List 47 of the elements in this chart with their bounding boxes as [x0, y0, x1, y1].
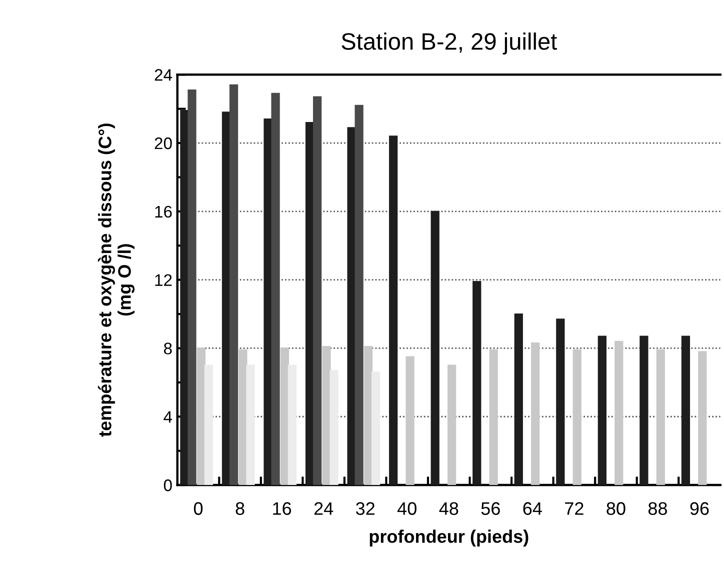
x-tick-label: 80 [606, 502, 626, 515]
bar [698, 351, 707, 486]
bar [598, 336, 606, 486]
chart-title: Station B-2, 29 juillet [342, 32, 557, 55]
bar [614, 340, 624, 486]
x-axis-title: profondeur (pieds) [370, 530, 528, 546]
bar [572, 349, 582, 486]
bar [371, 372, 380, 486]
x-tick-label: 16 [273, 502, 292, 515]
bar [330, 370, 338, 486]
bar [322, 346, 331, 486]
x-tick-label: 24 [314, 502, 334, 515]
bar [489, 349, 498, 486]
y-tick-label: 24 [154, 69, 172, 81]
y-tick-label: 12 [155, 274, 172, 286]
bar [430, 210, 440, 486]
bar [556, 318, 565, 486]
bar [406, 356, 414, 486]
y-tick-label: 20 [154, 137, 172, 150]
y-tick-label: 8 [164, 342, 172, 354]
bar [347, 127, 356, 486]
x-tick-label: 32 [356, 502, 374, 515]
bar [288, 364, 297, 486]
bar [656, 349, 665, 486]
x-tick-label: 0 [194, 502, 203, 515]
bar [389, 136, 398, 486]
x-tick-label: 8 [236, 502, 244, 515]
y-tick-label: 4 [164, 411, 172, 423]
y-tick-label: 16 [155, 206, 172, 218]
bar [246, 364, 255, 486]
bar [447, 364, 456, 486]
x-tick-label: 48 [439, 502, 458, 515]
y-axis-title: température et oxygène dissous (C°) (mg O /l) [98, 124, 135, 437]
x-tick-label: 64 [523, 502, 542, 515]
bar [229, 84, 238, 486]
x-tick-label: 40 [397, 502, 416, 515]
bar [514, 313, 523, 486]
bar [681, 336, 690, 486]
x-tick-label: 72 [565, 502, 584, 515]
bar [531, 342, 540, 486]
x-tick-label: 56 [481, 502, 500, 515]
bar [640, 336, 648, 486]
bar [204, 364, 214, 486]
bar [472, 280, 482, 486]
x-tick-label: 88 [648, 502, 667, 515]
y-tick-label: 0 [164, 479, 172, 492]
x-tick-label: 96 [690, 502, 709, 515]
